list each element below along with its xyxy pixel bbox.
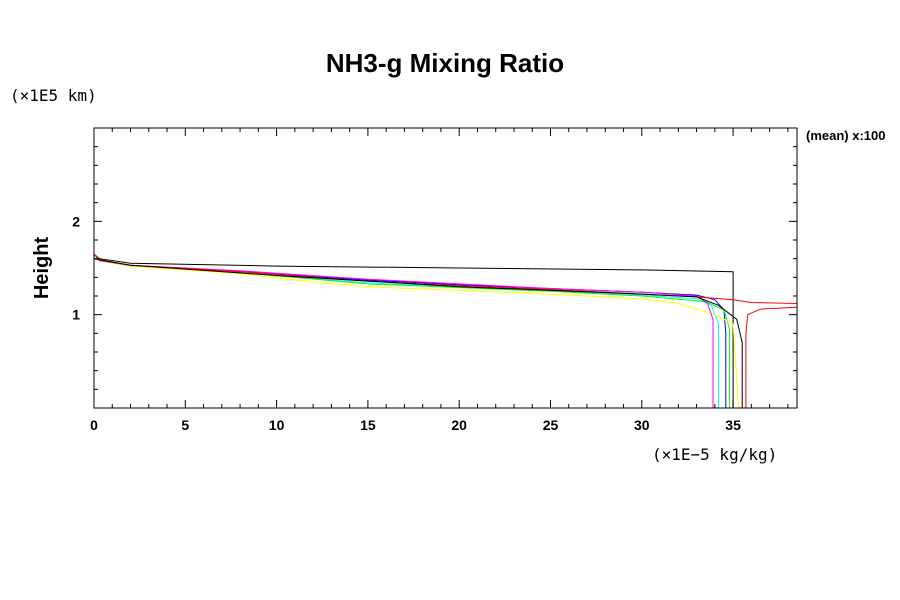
plot-frame	[93, 127, 798, 409]
chart-title: NH3-g Mixing Ratio	[326, 48, 564, 78]
y-tick-label: 2	[72, 213, 80, 229]
y-tick-label: 1	[72, 307, 80, 323]
x-tick-label: 20	[451, 417, 467, 433]
x-tick-label: 0	[90, 417, 98, 433]
x-tick-label: 10	[269, 417, 285, 433]
series-line-7	[745, 306, 798, 408]
series-line-6	[93, 128, 798, 304]
series-layer	[93, 128, 798, 409]
series-line-8	[93, 258, 743, 408]
y-axis-label: Height	[31, 237, 53, 300]
x-tick-label: 5	[181, 417, 189, 433]
x-tick-label: 25	[543, 417, 559, 433]
x-tick-label: 35	[725, 417, 741, 433]
legend-annotation: (mean) x:100	[806, 128, 885, 143]
x-tick-label: 15	[360, 417, 376, 433]
axes-layer: 0 5 10 15 20 25 30 35 1 2	[72, 127, 798, 433]
x-unit-label: (×1E−5 kg/kg)	[652, 445, 777, 464]
series-line-5	[93, 128, 714, 408]
y-unit-label: (×1E5 km)	[10, 86, 97, 105]
x-tick-label: 30	[634, 417, 650, 433]
